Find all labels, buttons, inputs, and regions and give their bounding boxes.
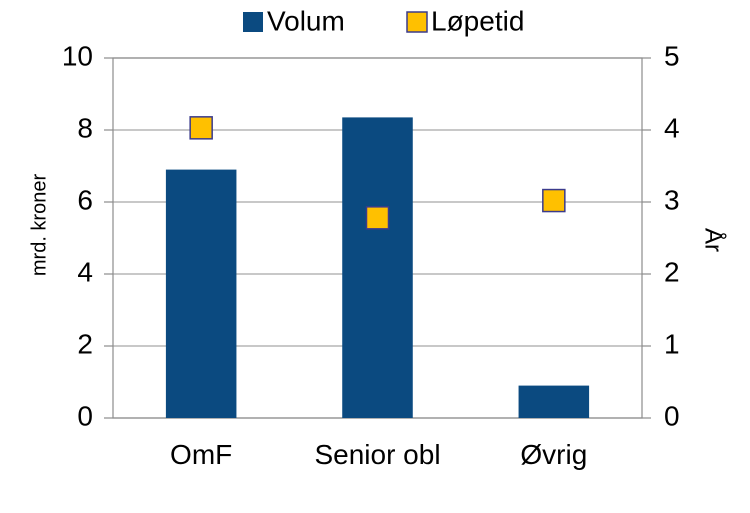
bar <box>165 169 237 418</box>
y-tick-label: 4 <box>77 256 93 287</box>
x-tick-label: OmF <box>170 439 233 470</box>
y-tick-label: 10 <box>62 40 93 71</box>
y-tick-label: 6 <box>77 184 93 215</box>
y2-axis-title: År <box>700 228 728 252</box>
x-tick-label: Senior obl <box>314 439 441 470</box>
y2-tick-label: 3 <box>664 184 680 215</box>
y-tick-label: 8 <box>77 112 93 143</box>
legend-label: Volum <box>267 5 345 36</box>
y2-tick-label: 5 <box>664 40 680 71</box>
y-tick-label: 2 <box>77 328 93 359</box>
y2-tick-label: 2 <box>664 256 680 287</box>
marker <box>542 188 566 213</box>
marker <box>189 116 213 140</box>
legend-label: Løpetid <box>431 5 524 36</box>
x-tick-label: Øvrig <box>520 439 588 470</box>
legend-swatch <box>406 11 428 33</box>
bar <box>342 117 413 419</box>
marker <box>365 206 390 230</box>
bar <box>518 385 590 418</box>
y2-tick-label: 1 <box>664 328 680 359</box>
y-tick-label: 0 <box>77 400 93 431</box>
legend-swatch <box>243 12 263 32</box>
y2-tick-label: 0 <box>664 400 680 431</box>
y-axis-title: mrd. kroner <box>28 174 50 277</box>
y2-tick-label: 4 <box>664 112 680 143</box>
